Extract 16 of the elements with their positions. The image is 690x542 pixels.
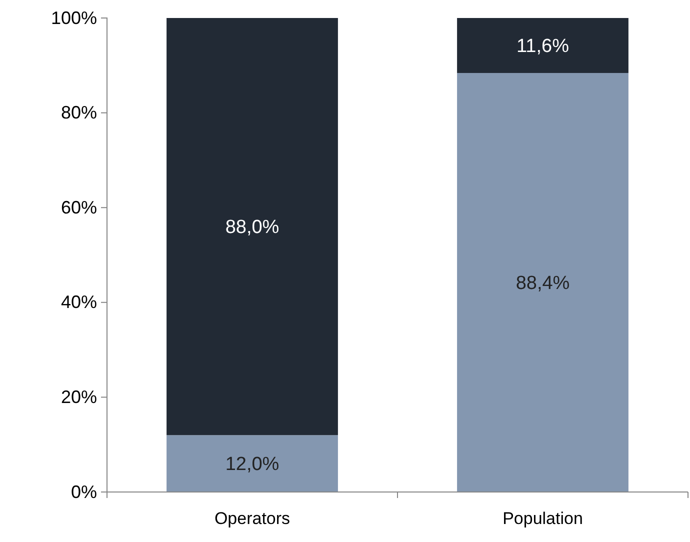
bar — [166, 435, 338, 492]
y-tick-label: 80% — [60, 102, 97, 123]
bar — [457, 72, 628, 492]
x-tick-label: Operators — [214, 509, 290, 528]
data-label: 88,4% — [516, 273, 570, 294]
x-tick-label: Population — [502, 509, 583, 528]
y-tick-label: 0% — [70, 482, 97, 502]
data-label: 11,6% — [516, 36, 570, 58]
bar — [457, 18, 628, 73]
y-tick-label: 100% — [50, 8, 97, 28]
bar — [166, 18, 338, 436]
data-label: 88,0% — [225, 217, 280, 238]
y-tick-label: 20% — [60, 386, 97, 407]
y-tick-label: 40% — [60, 292, 97, 312]
y-tick-label: 60% — [60, 197, 97, 218]
data-label: 12,0% — [225, 454, 280, 476]
